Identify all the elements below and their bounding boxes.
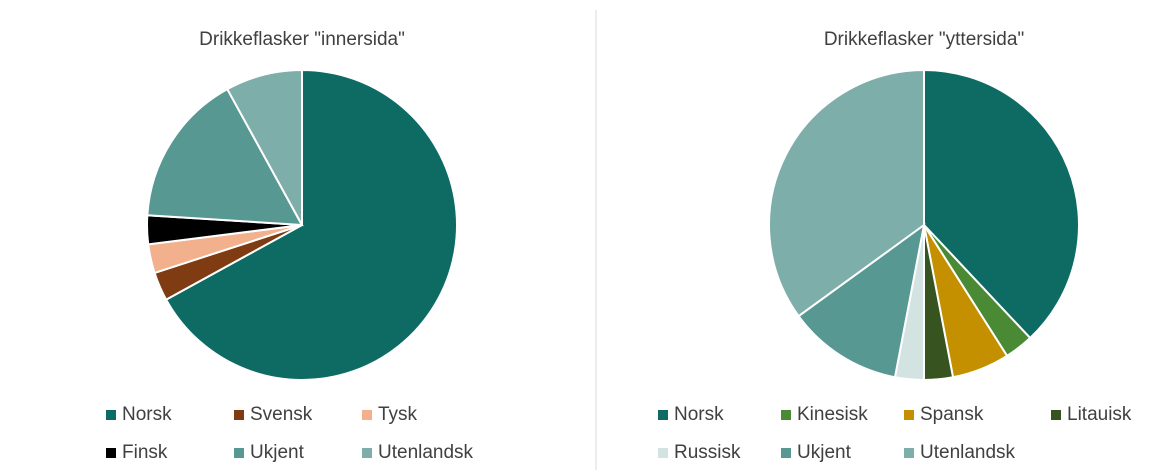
pie-slice [146,87,304,227]
legend-label: Litauisk [1067,404,1132,425]
legend-swatch [234,410,244,420]
legend-swatch [1051,410,1061,420]
pie-slice [225,68,303,226]
legend-label: Norsk [674,404,724,425]
legend-label: Tysk [378,404,418,425]
legend-swatch [362,448,372,458]
pie-slice [164,68,458,381]
legend-swatch [781,410,791,420]
legend-swatch [781,448,791,458]
legend-label: Russisk [674,442,741,463]
legend-label: Spansk [920,404,984,425]
legend-swatch [904,448,914,458]
legend-swatch [106,448,116,458]
pie-slice [768,68,925,318]
legend-label: Ukjent [797,442,852,463]
legend-label: Svensk [250,404,313,425]
legend-label: Kinesisk [797,404,868,425]
legend-swatch [904,410,914,420]
legend-label: Finsk [122,442,168,463]
pie-slice [923,68,1080,340]
legend-label: Ukjent [250,442,305,463]
pie-slice [797,222,926,379]
legend-label: Norsk [122,404,172,425]
chart-title: Drikkeflasker "yttersida" [824,29,1024,50]
legend-label: Utenlandsk [920,442,1016,463]
legend-swatch [658,410,668,420]
legend-swatch [234,448,244,458]
legend-swatch [106,410,116,420]
chart-title: Drikkeflasker "innersida" [199,29,405,50]
legend-swatch [362,410,372,420]
legend-label: Utenlandsk [378,442,474,463]
legend-swatch [658,448,668,458]
